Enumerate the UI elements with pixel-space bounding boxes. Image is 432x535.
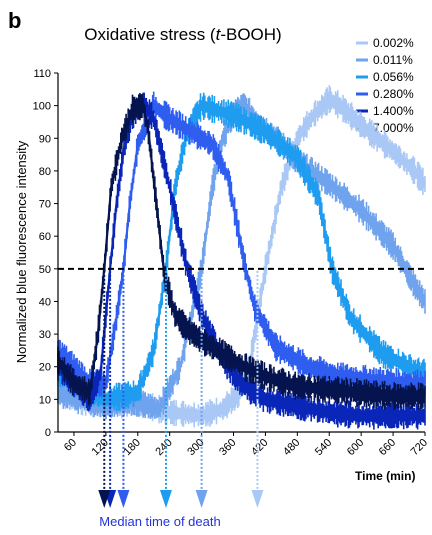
x-tick-label: 660 [377,437,398,458]
death-marker-6 [98,270,111,508]
y-tick-label: 110 [33,68,51,80]
y-tick-label: 20 [39,362,51,374]
x-tick-label: 720 [409,437,430,458]
median-death-annotation: Median time of death [99,514,220,529]
legend-label: 0.280% [373,87,414,101]
death-arrow [117,490,130,508]
y-tick-label: 50 [39,264,51,276]
panel-label: b [8,8,21,33]
series-line [57,100,425,417]
y-tick-label: 80 [39,166,51,178]
series-line [57,103,425,385]
x-axis-label: Time (min) [355,469,415,483]
death-marker-2 [195,270,208,508]
x-tick-label: 180 [121,437,142,458]
y-tick-label: 30 [39,329,51,341]
chart-title-prefix: Oxidative stress ( [84,25,216,44]
series-line [57,104,426,401]
series-line [57,104,425,398]
death-marker-1 [251,270,264,508]
death-marker-4 [117,270,130,508]
death-marker-3 [159,270,172,508]
x-tick-label: 480 [281,437,302,458]
chart-title: Oxidative stress (t-BOOH) [84,25,281,44]
death-arrow [159,490,172,508]
x-tick-label: 420 [249,437,270,458]
y-tick-label: 0 [45,427,51,439]
legend-label: 0.002% [373,36,414,50]
y-axis-label: Normalized blue fluorescence intensity [14,140,29,363]
x-tick-label: 360 [217,437,238,458]
series-layer [57,85,426,430]
death-arrow [195,490,208,508]
x-tick-label: 600 [345,437,366,458]
x-tick-label: 60 [62,437,79,454]
legend-label: 0.011% [373,53,413,67]
legend-label: 7.000% [373,121,414,135]
y-tick-label: 70 [39,199,51,211]
x-tick-label: 300 [185,437,206,458]
legend-label: 1.400% [373,104,414,118]
x-tick-label: 540 [313,437,334,458]
legend-label: 0.056% [373,70,414,84]
death-arrow [251,490,264,508]
y-tick-label: 90 [39,133,51,145]
x-tick-label: 120 [90,437,111,458]
y-tick-label: 100 [33,101,51,113]
death-arrow [98,490,111,508]
chart-title-suffix: -BOOH) [220,25,281,44]
median-death-markers [98,270,264,508]
x-tick-label: 240 [153,437,174,458]
chart-title-italic: t [216,25,222,44]
y-tick-label: 60 [39,231,51,243]
y-tick-label: 10 [39,394,51,406]
y-tick-label: 40 [39,296,51,308]
